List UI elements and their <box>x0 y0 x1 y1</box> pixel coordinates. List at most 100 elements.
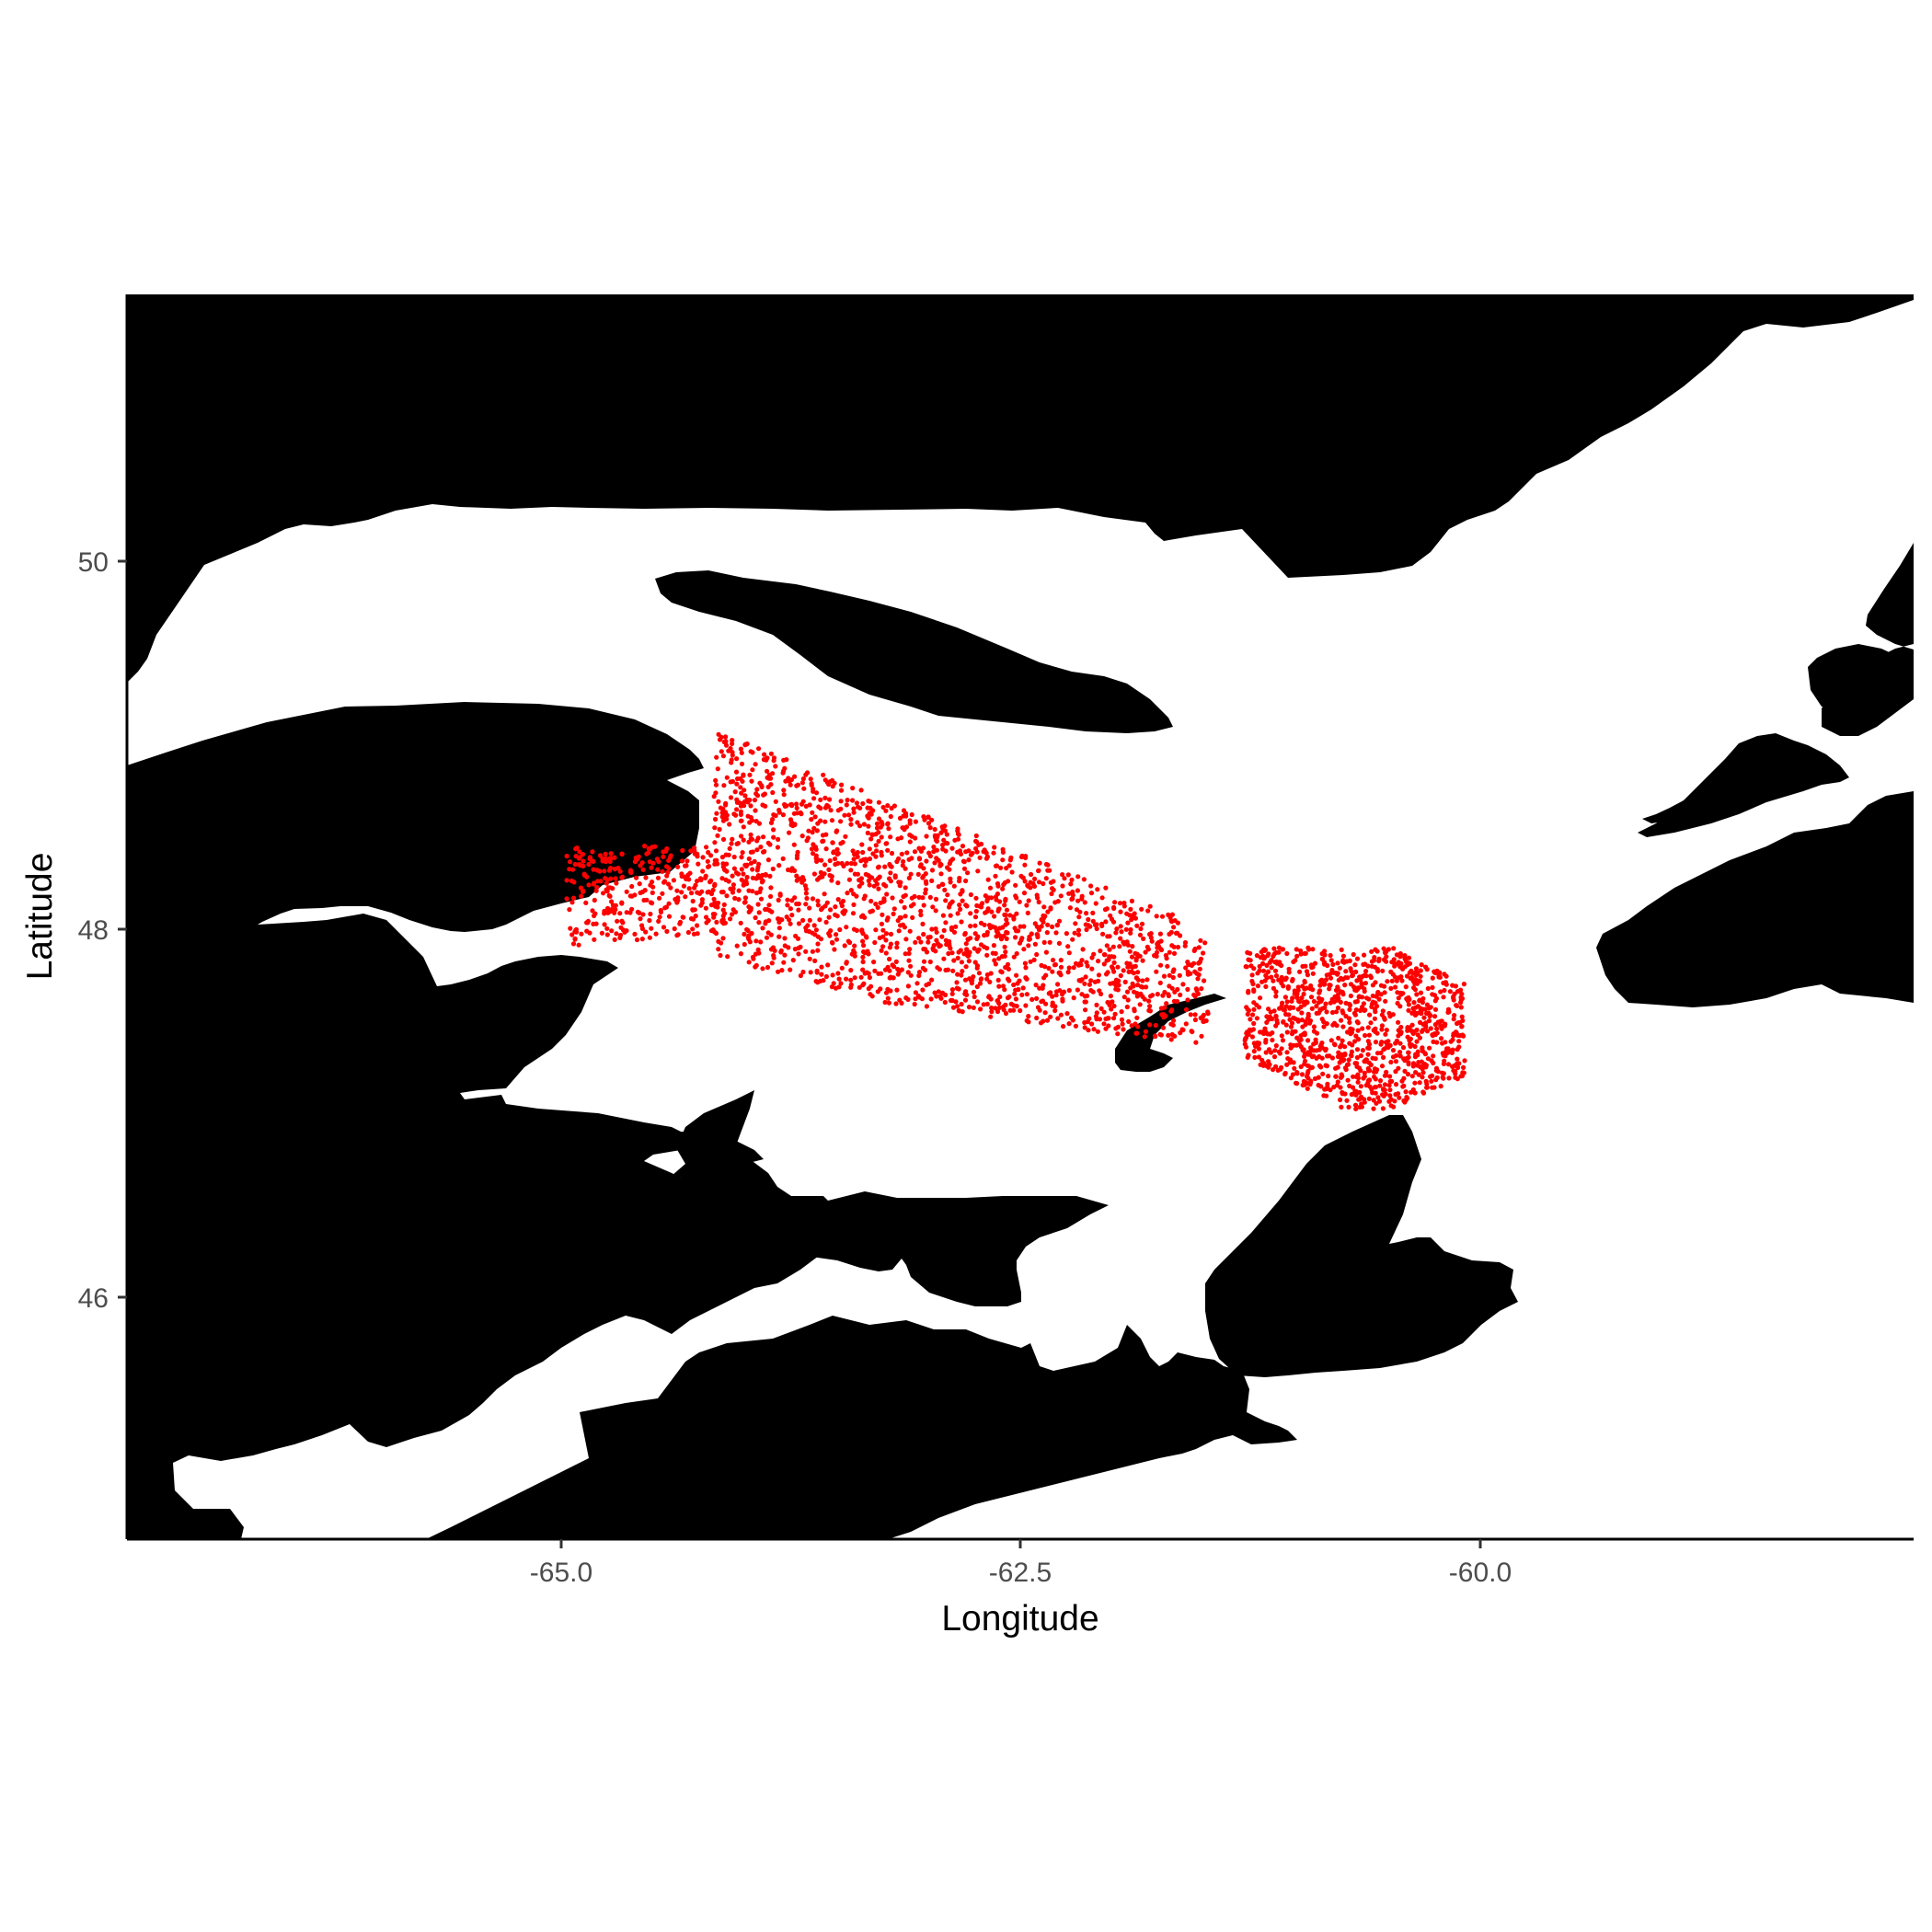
data-point <box>745 813 751 819</box>
data-point <box>1171 1018 1177 1023</box>
data-point <box>741 824 746 830</box>
data-point <box>1066 950 1072 956</box>
data-point <box>1248 1028 1254 1033</box>
data-point <box>1119 1017 1125 1022</box>
data-point <box>940 990 946 995</box>
data-point <box>1282 1070 1288 1076</box>
data-point <box>1034 1015 1040 1021</box>
data-point <box>771 827 776 833</box>
data-point <box>1373 947 1378 952</box>
data-point <box>765 857 772 863</box>
data-point <box>1087 924 1093 929</box>
data-point <box>1351 951 1356 958</box>
data-point <box>1162 989 1167 995</box>
data-point <box>741 837 746 843</box>
data-point <box>1455 1061 1460 1066</box>
data-point <box>1379 1064 1386 1069</box>
data-point <box>870 832 876 837</box>
data-point <box>686 886 692 891</box>
data-point <box>1335 1053 1340 1060</box>
data-point <box>1327 972 1333 977</box>
data-point <box>763 872 769 878</box>
data-point <box>780 812 787 818</box>
data-point <box>993 961 998 967</box>
data-point <box>948 997 954 1004</box>
data-point <box>966 857 972 863</box>
data-point <box>835 897 841 903</box>
plot-panel <box>127 294 1914 1539</box>
data-point <box>916 972 922 979</box>
data-point <box>916 970 923 975</box>
data-point <box>1374 966 1380 972</box>
land-newfoundland-peninsula <box>1638 733 1849 837</box>
data-point <box>1290 995 1295 1001</box>
data-point <box>977 855 983 860</box>
data-point <box>954 985 960 991</box>
data-point <box>1093 901 1098 906</box>
data-point <box>897 997 903 1003</box>
data-point <box>586 882 592 888</box>
data-point <box>1358 1052 1363 1059</box>
data-point <box>1349 969 1354 974</box>
data-point <box>999 970 1005 975</box>
data-point <box>851 891 857 897</box>
data-point <box>1291 1005 1296 1010</box>
data-point <box>914 981 920 986</box>
data-point <box>915 993 922 999</box>
data-point <box>1196 945 1202 950</box>
data-point <box>993 873 998 879</box>
data-point <box>1305 1068 1311 1075</box>
data-point <box>974 903 980 909</box>
data-point <box>730 912 735 917</box>
data-point <box>1406 1060 1411 1065</box>
data-point <box>819 972 824 977</box>
data-point <box>1039 962 1044 968</box>
data-point <box>856 804 861 810</box>
data-point <box>1458 1005 1464 1010</box>
data-point <box>697 876 704 881</box>
data-point <box>658 907 663 914</box>
data-point <box>721 739 727 745</box>
data-point <box>998 865 1004 870</box>
data-point <box>1185 986 1190 992</box>
data-point <box>1085 1019 1090 1025</box>
data-point <box>896 928 902 934</box>
data-point <box>718 805 724 811</box>
data-point <box>1101 1021 1107 1027</box>
data-point <box>903 892 908 898</box>
data-point <box>877 935 882 941</box>
data-point <box>811 923 817 928</box>
data-point <box>979 976 984 982</box>
data-point <box>815 948 821 953</box>
data-point <box>883 931 890 937</box>
data-point <box>932 826 937 833</box>
data-point <box>1271 946 1277 951</box>
data-point <box>940 913 946 918</box>
data-point <box>1459 1014 1465 1019</box>
data-point <box>1058 1012 1064 1018</box>
data-point <box>1133 915 1138 921</box>
data-point <box>1384 1028 1389 1033</box>
data-point <box>752 798 758 803</box>
data-point <box>918 848 925 854</box>
data-point <box>1056 940 1062 946</box>
data-point <box>790 958 796 963</box>
data-point <box>978 942 984 948</box>
data-point <box>1420 1075 1425 1080</box>
data-point <box>1321 1019 1327 1025</box>
data-point <box>715 766 720 772</box>
data-point <box>1434 1075 1440 1080</box>
data-point <box>1202 1018 1207 1024</box>
data-point <box>905 970 911 975</box>
data-point <box>1314 1030 1320 1036</box>
data-point <box>1362 972 1367 978</box>
data-point <box>770 771 776 776</box>
data-point <box>741 871 746 877</box>
data-point <box>771 755 777 761</box>
data-point <box>650 890 655 896</box>
data-point <box>983 910 988 915</box>
data-point <box>1319 1055 1325 1061</box>
data-point <box>1266 1006 1271 1012</box>
data-point <box>1262 948 1269 953</box>
data-point <box>1139 921 1145 926</box>
